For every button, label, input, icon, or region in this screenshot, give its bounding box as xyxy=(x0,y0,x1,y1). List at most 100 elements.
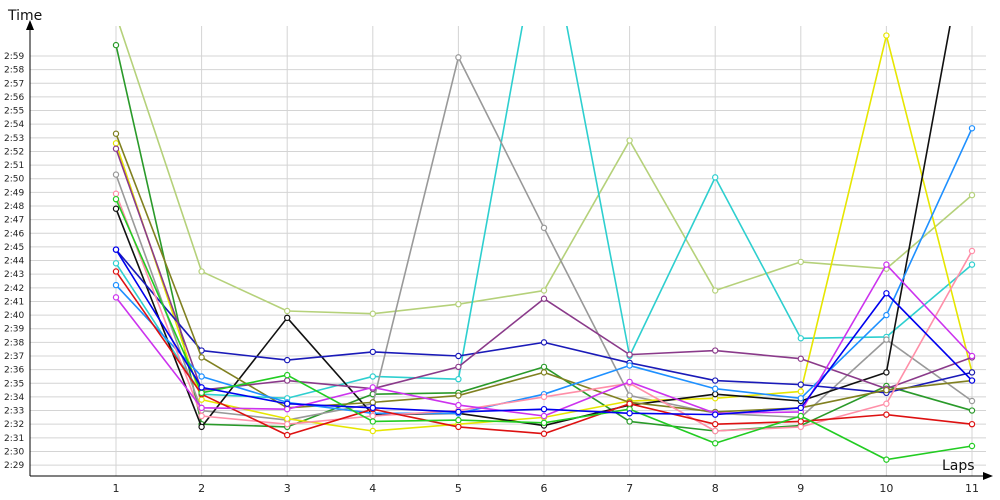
data-point xyxy=(883,456,890,463)
data-point xyxy=(968,261,976,268)
data-point xyxy=(626,378,633,386)
data-point xyxy=(112,281,120,289)
data-point xyxy=(626,392,633,399)
x-tick-label: 9 xyxy=(797,482,804,495)
data-point xyxy=(968,407,976,414)
data-point xyxy=(455,423,462,431)
data-point xyxy=(455,392,462,399)
data-point xyxy=(455,401,462,409)
grid xyxy=(30,26,986,476)
data-point xyxy=(626,137,633,144)
data-point xyxy=(797,395,805,402)
data-point xyxy=(797,423,805,431)
data-point xyxy=(112,145,120,152)
axes xyxy=(26,20,993,480)
data-point xyxy=(968,420,976,428)
y-tick-label: 2:30 xyxy=(4,447,24,457)
data-point xyxy=(883,32,890,39)
data-point xyxy=(883,261,890,268)
data-point xyxy=(284,415,291,422)
y-tick-label: 2:36 xyxy=(4,366,24,376)
y-tick-label: 2:33 xyxy=(4,407,24,417)
data-point xyxy=(712,347,719,354)
data-point xyxy=(369,404,376,412)
y-tick-label: 2:57 xyxy=(4,79,24,89)
data-point xyxy=(455,416,462,424)
data-point xyxy=(968,352,976,360)
y-tick-label: 2:50 xyxy=(4,175,24,185)
data-point xyxy=(198,373,205,380)
data-point xyxy=(455,352,462,360)
data-point xyxy=(626,410,633,417)
data-point xyxy=(797,418,805,425)
data-point xyxy=(540,363,548,371)
data-point xyxy=(284,356,291,364)
data-point xyxy=(968,247,976,255)
data-point xyxy=(968,442,976,450)
data-point xyxy=(198,423,205,431)
data-point xyxy=(369,310,376,317)
data-point xyxy=(540,412,548,420)
x-tick-label: 3 xyxy=(284,482,291,495)
data-point xyxy=(883,290,890,297)
y-tick-label: 2:34 xyxy=(4,393,24,403)
y-tick-label: 2:42 xyxy=(4,284,24,294)
data-point xyxy=(198,396,205,403)
data-point xyxy=(112,41,120,49)
data-point xyxy=(540,419,548,427)
data-point xyxy=(113,12,118,17)
y-tick-label: 2:47 xyxy=(4,216,24,226)
y-tick-label: 2:53 xyxy=(4,134,24,144)
data-point xyxy=(797,335,805,342)
data-point xyxy=(112,195,120,203)
data-point xyxy=(369,427,376,435)
x-tick-label: 7 xyxy=(626,482,633,495)
data-point xyxy=(797,404,805,412)
data-point xyxy=(968,397,976,405)
data-point xyxy=(112,260,120,267)
y-tick-label: 2:59 xyxy=(4,52,24,62)
data-point xyxy=(968,369,976,376)
data-point xyxy=(540,430,548,437)
data-point xyxy=(712,287,719,294)
data-point xyxy=(369,399,376,406)
data-point xyxy=(284,431,291,439)
data-point xyxy=(369,412,376,420)
data-point xyxy=(968,191,976,199)
data-point xyxy=(198,354,205,361)
data-point xyxy=(369,418,376,425)
y-tick-label: 2:55 xyxy=(4,107,24,117)
data-point xyxy=(284,405,291,413)
y-tick-label: 2:29 xyxy=(4,461,24,471)
data-point xyxy=(455,54,462,61)
data-point xyxy=(198,404,205,412)
y-axis-arrow xyxy=(26,20,34,30)
data-point xyxy=(112,268,120,275)
data-point xyxy=(626,400,633,407)
x-tick-label: 11 xyxy=(965,482,979,495)
x-axis-title: Laps xyxy=(942,458,975,474)
data-point xyxy=(540,287,548,294)
data-point xyxy=(284,371,291,379)
y-tick-label: 2:38 xyxy=(4,338,24,348)
data-point xyxy=(797,381,805,388)
y-tick-label: 2:41 xyxy=(4,297,24,307)
x-tick-label: 10 xyxy=(879,482,893,495)
data-point xyxy=(284,420,291,428)
y-tick-label: 2:48 xyxy=(4,202,24,212)
y-tick-label: 2:44 xyxy=(4,257,24,267)
y-tick-labels: 2:29 2:30 2:31 2:32 2:33 2:34 2:35 2:36 2:37 2:38… xyxy=(4,52,24,471)
data-point xyxy=(284,307,291,315)
data-point xyxy=(797,258,805,266)
data-point xyxy=(112,205,120,212)
x-tick-label: 8 xyxy=(712,482,719,495)
data-point xyxy=(455,363,462,371)
y-tick-label: 2:46 xyxy=(4,229,24,239)
data-point xyxy=(712,427,719,435)
data-point xyxy=(968,377,976,384)
data-point xyxy=(712,440,719,447)
data-point xyxy=(712,385,719,392)
data-point xyxy=(626,418,633,425)
y-tick-label: 2:54 xyxy=(4,120,24,130)
x-tick-label: 1 xyxy=(113,482,120,495)
